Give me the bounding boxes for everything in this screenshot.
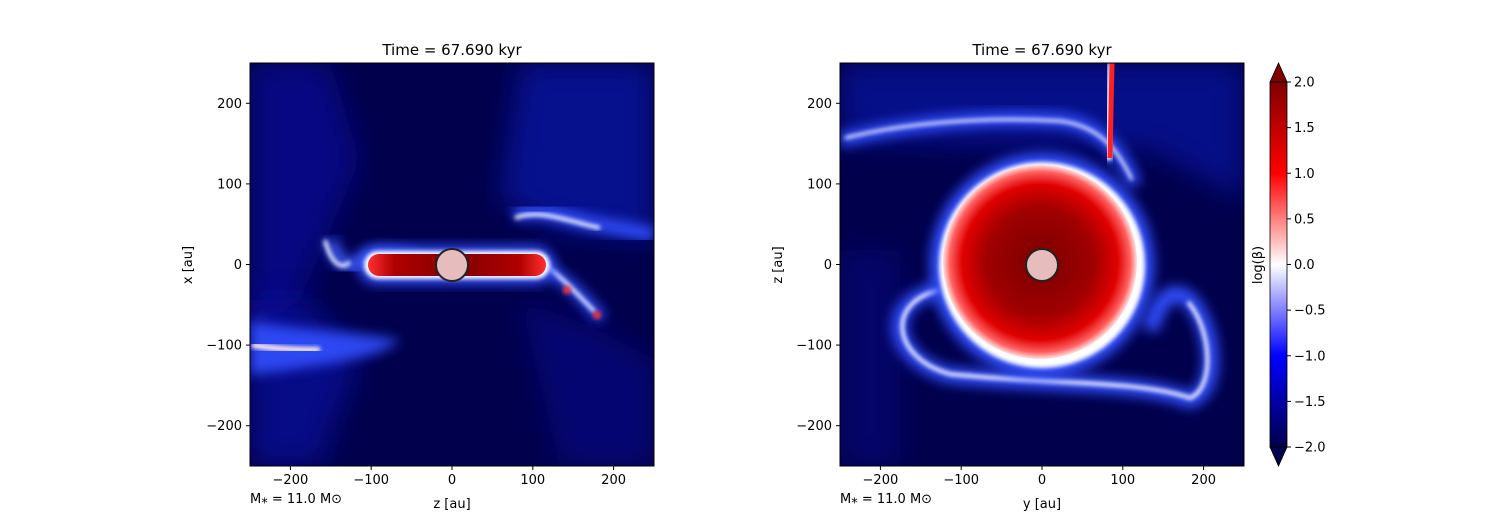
colorbar-tick-label: 0.0 [1294,258,1315,273]
x-tick-label: 100 [1110,473,1135,488]
x-tick-label: 0 [1038,473,1046,488]
mass-annotation-right: M⁎ = 11.0 M⊙ [840,492,932,507]
x-ticks-left: −200 −100 0 100 200 [273,466,626,488]
x-axis-label-right: y [au] [1023,497,1061,512]
star-marker-left [435,248,469,282]
x-axis-label-left: z [au] [433,497,470,512]
star-marker-right [1025,248,1059,282]
x-tick-label: 0 [448,473,456,488]
x-tick-label: −100 [943,473,979,488]
y-axis-label-left: x [au] [181,246,196,284]
colorbar-extend-min [1269,446,1288,467]
colorbar-tick-label: −1.0 [1294,349,1326,364]
colorbar-label: log(β) [1251,246,1266,284]
chart-title-right: Time = 67.690 kyr [971,41,1112,59]
chart-title-left: Time = 67.690 kyr [381,41,522,59]
colorbar-tick-label: 0.5 [1294,212,1315,227]
colorbar-tick-label: −0.5 [1294,304,1326,319]
colorbar-extend-max [1269,62,1288,83]
mass-annotation-left: M⁎ = 11.0 M⊙ [250,492,342,507]
colorbar-tick-label: 2.0 [1294,76,1315,91]
colorbar-ticks: −2.0 −1.5 −1.0 −0.5 0.0 0.5 1.0 1.5 2.0 [1287,76,1326,456]
y-tick-label: 100 [217,177,242,192]
y-tick-label: −200 [206,419,242,434]
chart-panel-left: Time = 67.690 kyr [181,41,655,512]
y-ticks-right: −200 −100 0 100 200 [796,97,840,434]
y-axis-label-right: z [au] [771,246,786,283]
y-tick-label: −100 [206,339,242,354]
colorbar-tick-label: −2.0 [1294,441,1326,456]
y-tick-label: 0 [234,258,242,273]
y-tick-label: −100 [796,339,832,354]
y-ticks-left: −200 −100 0 100 200 [206,97,250,434]
x-tick-label: −200 [273,473,309,488]
x-tick-label: −200 [863,473,899,488]
colorbar: −2.0 −1.5 −1.0 −0.5 0.0 0.5 1.0 1.5 2.0 log(β) [1251,62,1326,467]
colorbar-tick-label: 1.5 [1294,121,1315,136]
y-tick-label: 0 [824,258,832,273]
x-ticks-right: −200 −100 0 100 200 [863,466,1216,488]
beta-heatmap-left [250,63,654,466]
y-tick-label: −200 [796,419,832,434]
y-tick-label: 200 [807,97,832,112]
x-tick-label: 200 [601,473,626,488]
y-tick-label: 100 [807,177,832,192]
colorbar-tick-label: −1.5 [1294,395,1326,410]
y-tick-label: 200 [217,97,242,112]
x-tick-label: −100 [353,473,389,488]
x-tick-label: 200 [1191,473,1216,488]
x-tick-label: 100 [520,473,545,488]
colorbar-tick-label: 1.0 [1294,167,1315,182]
chart-panel-right: Time = 67.690 kyr −200 −100 0 100 200 −200 −1… [771,41,1245,512]
colorbar-scale [1270,82,1287,447]
